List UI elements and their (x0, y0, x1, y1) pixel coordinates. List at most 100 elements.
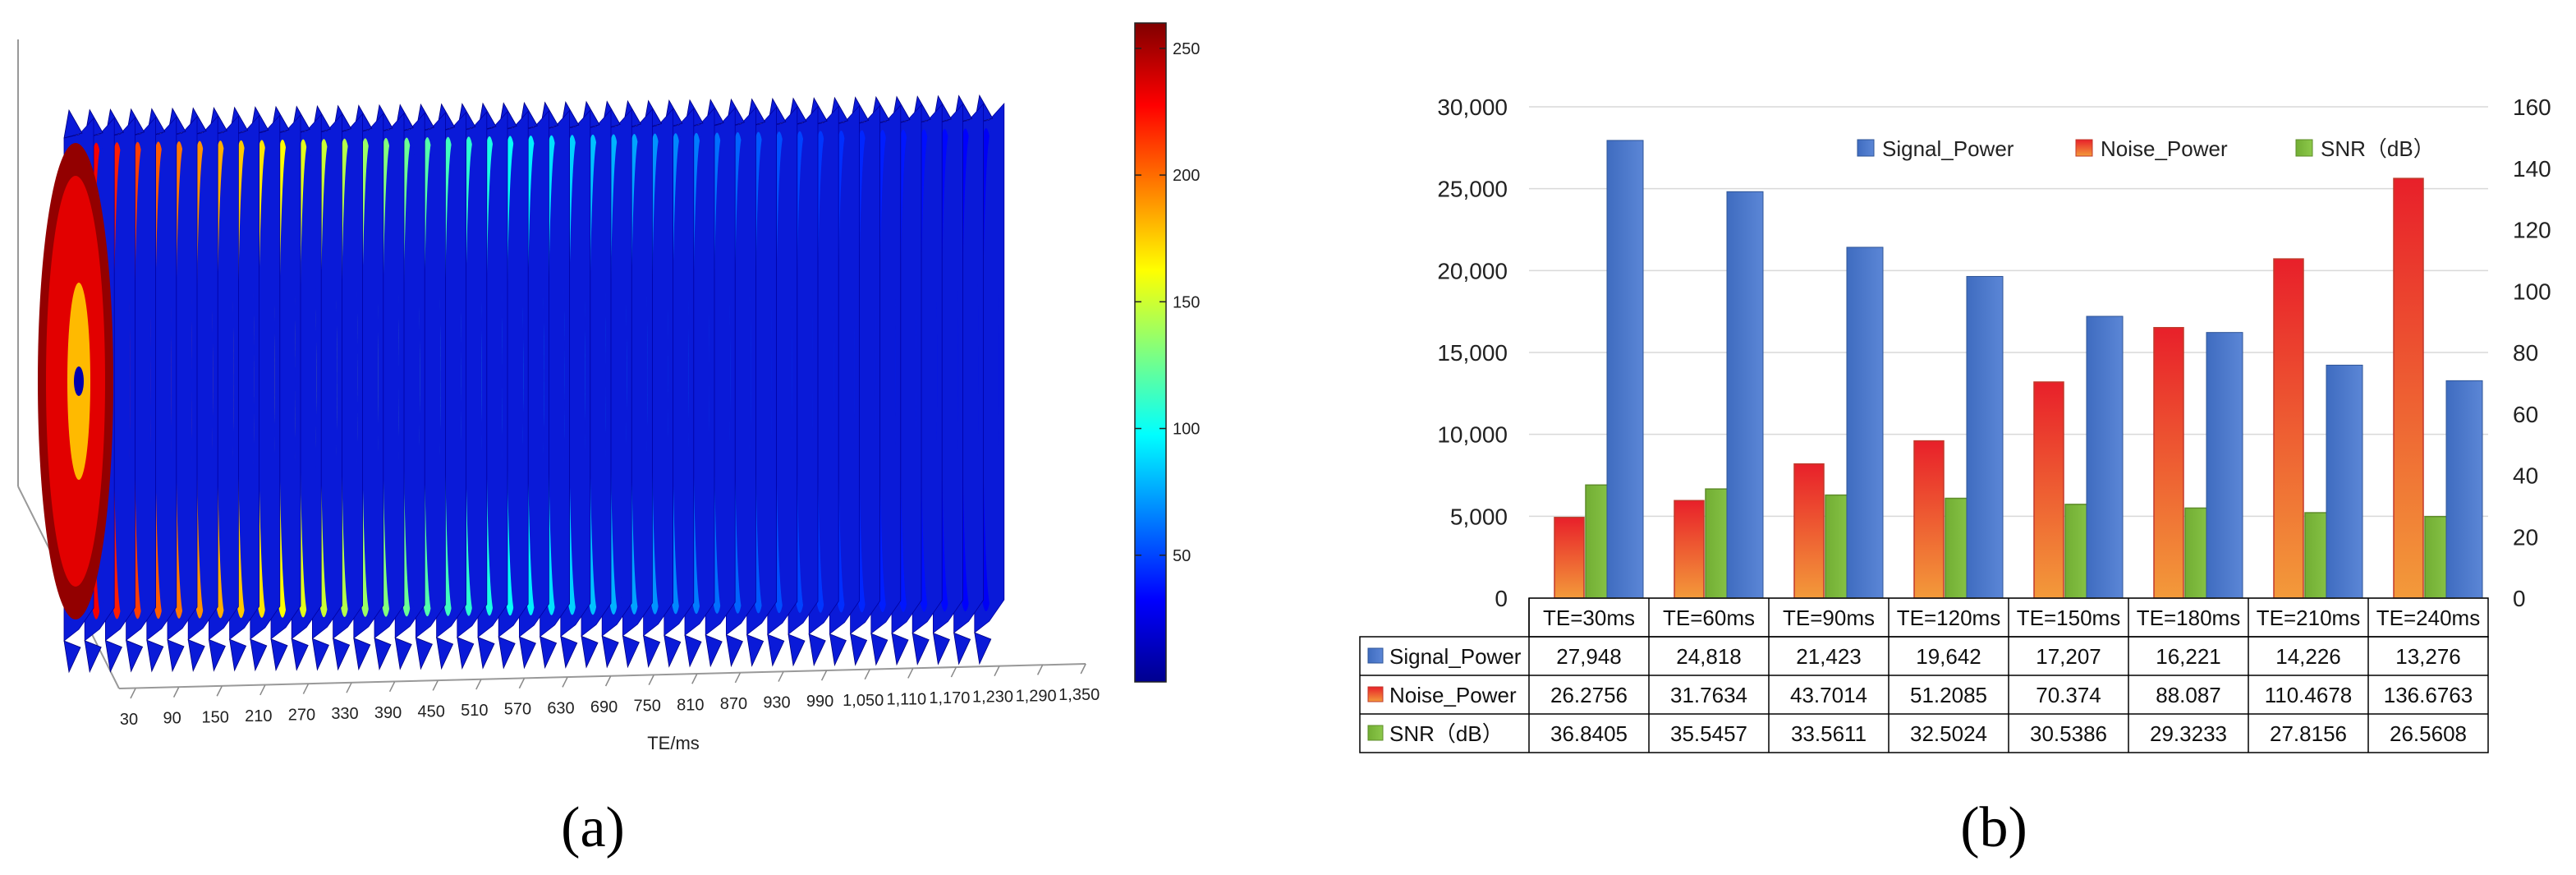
slice-fin (684, 634, 702, 668)
slice-fin (394, 637, 412, 670)
table-series-swatch (1367, 686, 1384, 702)
slice-fin (870, 633, 889, 666)
slice-fin (746, 633, 765, 667)
panel-a-x-ticks: 30 90 150 210 270 330 390 450 510 570 630 690 750 810… (120, 663, 1100, 729)
table-cell: 26.2756 (1550, 683, 1628, 707)
x-tick-mark (432, 680, 439, 691)
bar-signal-power (2086, 315, 2124, 599)
slice-inner (113, 145, 131, 616)
slice-inner (217, 144, 234, 615)
panel-a-slices (38, 94, 1005, 674)
table-cell: 32.5024 (1910, 721, 1987, 746)
table-cell: 88.087 (2156, 683, 2221, 707)
table-category-header: TE=30ms (1543, 606, 1635, 630)
table-cell: 136.6763 (2384, 683, 2473, 707)
bar-signal-power (2445, 380, 2483, 599)
legend-label: SNR（dB） (2321, 136, 2435, 161)
slice-inner (383, 140, 399, 614)
bar-signal-power (2206, 332, 2243, 599)
slice-inner (320, 142, 337, 615)
panel-b-label: (b) (1960, 796, 2027, 859)
x-tick-label: 330 (331, 705, 358, 723)
slice-fin (436, 637, 454, 670)
slice-inner (672, 136, 689, 611)
slice-fin (829, 633, 847, 666)
slice-fin (622, 635, 640, 669)
x-tick-label: 810 (677, 696, 704, 714)
slice-inner (651, 136, 668, 611)
slice-fin (891, 633, 909, 666)
x-tick-mark (778, 671, 784, 682)
slice-fin (187, 639, 205, 672)
slice-inner (507, 139, 524, 613)
table-cell: 14,226 (2275, 644, 2341, 669)
slice-fin (457, 637, 475, 670)
right-axis-tick-label: 140 (2513, 156, 2551, 182)
x-tick-label: 1,350 (1058, 686, 1100, 704)
colorbar-gradient (1134, 22, 1167, 683)
slice-inner (444, 140, 461, 613)
x-tick-label: 870 (720, 695, 747, 713)
x-tick-mark (216, 685, 223, 697)
bar-noise-power (2153, 327, 2184, 599)
slice-fin (601, 635, 619, 669)
table-cell: 27.8156 (2270, 721, 2347, 746)
slice-inner (300, 142, 317, 615)
slice-fin (643, 635, 661, 668)
right-axis-tick-label: 160 (2513, 94, 2551, 120)
slice-fin (84, 640, 102, 674)
x-tick-mark (259, 684, 266, 696)
slice-fin (333, 638, 351, 671)
slice-inner (631, 136, 648, 611)
slice-inner (941, 131, 958, 609)
slice-inner (568, 138, 585, 612)
right-axis-tick-label: 20 (2513, 524, 2538, 550)
left-axis-tick-label: 10,000 (1437, 422, 1508, 448)
x-tick-mark (864, 669, 870, 680)
table-category-header: TE=60ms (1663, 606, 1755, 630)
slice-fin (581, 635, 599, 669)
slice-fin (146, 639, 164, 673)
panel-a-label: (a) (561, 796, 625, 859)
slice-inner (361, 141, 379, 614)
table-cell: 51.2085 (1910, 683, 1987, 707)
x-tick-label: 570 (504, 701, 531, 719)
slice-inner (279, 142, 296, 615)
slice-fin (374, 637, 392, 670)
table-cell: 70.374 (2036, 683, 2101, 707)
right-axis-tick-label: 0 (2513, 586, 2526, 611)
panel-b-right-axis-ticks: 0 20 40 60 80 100 120 140 160 (2513, 94, 2551, 611)
slice-fin (250, 638, 268, 672)
x-tick-mark (907, 668, 914, 679)
slice-inner (797, 134, 813, 610)
table-cell: 19,642 (1916, 644, 1981, 669)
left-axis-tick-label: 30,000 (1437, 94, 1508, 120)
table-category-header: TE=180ms (2137, 606, 2240, 630)
left-axis-tick-label: 15,000 (1437, 340, 1508, 366)
slice-inner (858, 133, 875, 610)
table-category-header: TE=240ms (2376, 606, 2480, 630)
slice-fin (104, 639, 122, 673)
slice-fin (167, 639, 185, 673)
axis-line (118, 663, 1086, 689)
x-tick-mark (604, 675, 612, 687)
x-tick-mark (1036, 665, 1044, 675)
table-category-header: TE=210ms (2257, 606, 2360, 630)
slice-inner (982, 131, 999, 608)
colorbar-tick-label: 50 (1173, 547, 1191, 565)
colorbar-tick-label: 150 (1173, 293, 1200, 311)
table-category-header: TE=150ms (2017, 606, 2120, 630)
x-tick-mark (562, 677, 568, 688)
legend-swatch (1857, 139, 1875, 157)
table-cell: 30.5386 (2030, 721, 2107, 746)
slice-inner (486, 139, 503, 613)
slice-inner (590, 137, 606, 612)
legend-label: Signal_Power (1882, 136, 2014, 161)
table-cell: 24,818 (1676, 644, 1742, 669)
slice-inner (714, 136, 731, 610)
slice-inner (403, 140, 420, 614)
bar-noise-power (2033, 381, 2064, 599)
x-tick-mark (820, 670, 828, 681)
slice-fin (953, 632, 971, 665)
